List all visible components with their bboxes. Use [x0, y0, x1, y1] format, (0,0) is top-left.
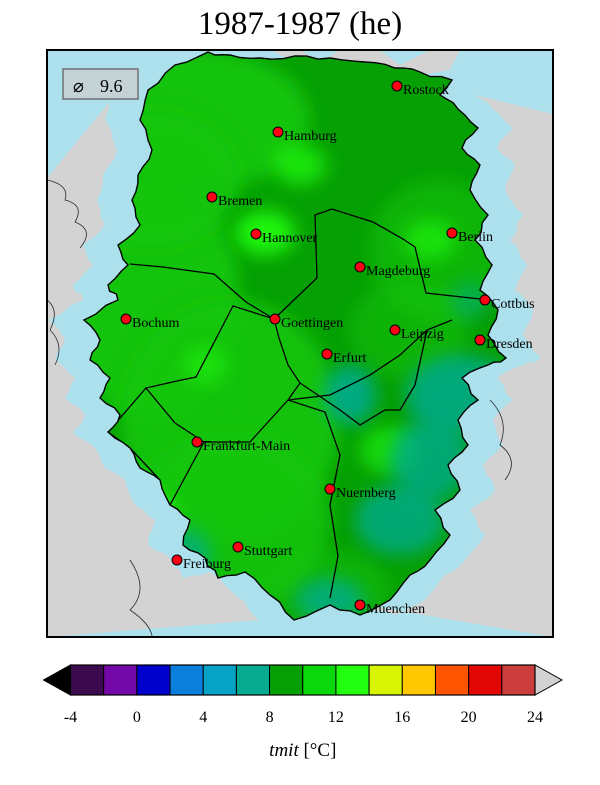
svg-text:-4: -4	[64, 709, 77, 726]
svg-text:12: 12	[328, 709, 344, 726]
svg-text:Magdeburg: Magdeburg	[366, 264, 430, 279]
svg-text:Freiburg: Freiburg	[183, 557, 231, 572]
svg-text:Rostock: Rostock	[403, 83, 449, 98]
svg-text:Muenchen: Muenchen	[366, 602, 425, 617]
svg-text:Stuttgart: Stuttgart	[244, 544, 292, 559]
svg-text:Nuernberg: Nuernberg	[336, 486, 396, 501]
svg-text:Berlin: Berlin	[458, 230, 493, 245]
svg-text:⌀: ⌀	[73, 76, 84, 96]
svg-text:Erfurt: Erfurt	[333, 351, 367, 366]
svg-text:Dresden: Dresden	[486, 337, 533, 352]
svg-text:Hannover: Hannover	[262, 231, 318, 246]
svg-text:1987-1987 (he): 1987-1987 (he)	[198, 6, 402, 42]
svg-text:Bochum: Bochum	[132, 316, 180, 331]
svg-text:0: 0	[133, 709, 141, 726]
svg-text:Leipzig: Leipzig	[401, 327, 444, 342]
svg-text:8: 8	[266, 709, 274, 726]
svg-text:Frankfurt-Main: Frankfurt-Main	[203, 439, 290, 454]
svg-text:tmit [°C]: tmit [°C]	[269, 740, 336, 761]
svg-text:4: 4	[199, 709, 207, 726]
svg-text:16: 16	[394, 709, 410, 726]
svg-text:Bremen: Bremen	[218, 194, 262, 209]
svg-text:24: 24	[527, 709, 543, 726]
svg-text:Cottbus: Cottbus	[491, 297, 535, 312]
svg-text:Hamburg: Hamburg	[284, 129, 337, 144]
svg-text:9.6: 9.6	[100, 76, 123, 96]
svg-text:20: 20	[461, 709, 477, 726]
svg-text:Goettingen: Goettingen	[281, 316, 343, 331]
